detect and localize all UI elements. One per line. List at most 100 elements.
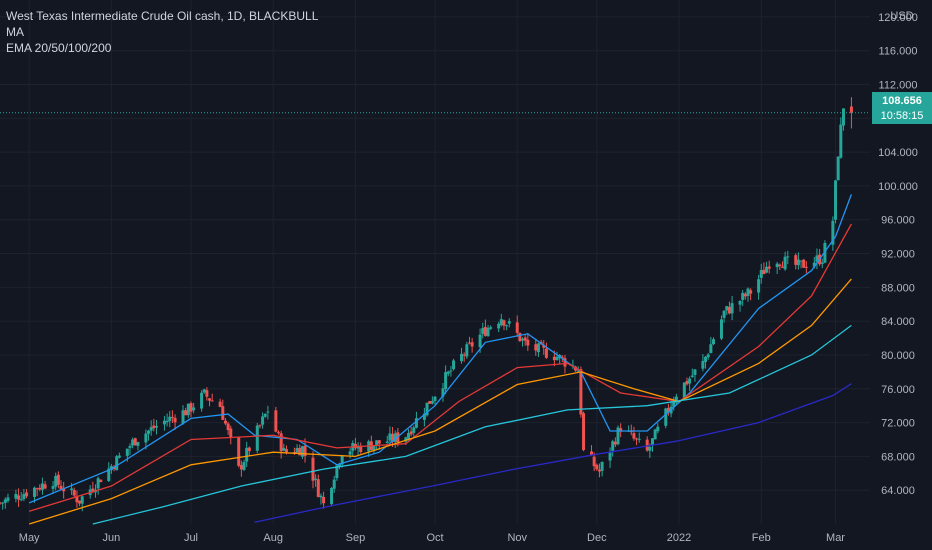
y-tick-label: 84.000 (881, 316, 915, 328)
candle-body (444, 372, 448, 390)
candle-body (128, 446, 132, 448)
candle-body (125, 448, 129, 456)
y-tick-label: 100.000 (878, 181, 918, 193)
candle-body (600, 461, 604, 471)
candle-body (722, 310, 726, 318)
candle-body (149, 427, 153, 431)
legend-title: West Texas Intermediate Crude Oil cash, … (6, 9, 319, 23)
candle-body (284, 449, 288, 453)
candle-body (632, 433, 636, 439)
candle-body (738, 300, 742, 305)
candle-body (523, 337, 527, 341)
candle-body (486, 327, 490, 336)
candle-body (133, 438, 137, 446)
candle-body (526, 339, 530, 346)
y-tick-label: 120.000 (878, 12, 918, 24)
candle-body (32, 487, 36, 497)
candle-body (0, 502, 2, 504)
candle-body (804, 266, 808, 268)
candle-body (552, 356, 556, 361)
candle-body (441, 388, 445, 397)
candle-body (483, 327, 487, 336)
candle-body (391, 433, 395, 442)
series-line-ma (254, 383, 852, 523)
candle-body (314, 478, 318, 480)
candle-body (54, 475, 58, 487)
y-tick-label: 80.000 (881, 350, 915, 362)
candle-body (635, 438, 639, 440)
candle-body (62, 488, 66, 492)
candle-body (295, 447, 299, 453)
candle-body (17, 495, 21, 500)
candle-body (645, 439, 649, 451)
candle-body (452, 360, 456, 370)
candle-body (619, 428, 623, 432)
candle-body (409, 431, 413, 435)
candle-body (144, 433, 148, 443)
candle-body (255, 425, 259, 451)
candle-body (72, 490, 76, 496)
candle-body (131, 439, 135, 446)
legend-ma[interactable]: MA (6, 25, 24, 39)
candle-body (796, 259, 800, 266)
candle-body (579, 369, 583, 415)
candle-body (375, 440, 379, 446)
candle-body (226, 423, 230, 431)
candle-body (608, 452, 612, 461)
candle-body (181, 410, 185, 424)
candle-body (499, 319, 503, 326)
candle-body (489, 327, 493, 329)
candle-body (14, 493, 18, 499)
candle-body (820, 262, 824, 264)
candle-body (91, 488, 95, 492)
candle-body (812, 262, 816, 267)
chart-legend: West Texas Intermediate Crude Oil cash, … (6, 8, 318, 56)
candle-body (709, 344, 713, 354)
candle-body (282, 447, 286, 451)
candle-body (184, 410, 188, 416)
candle-body (40, 483, 44, 490)
candle-body (168, 416, 172, 422)
candle-body (430, 400, 434, 404)
candle-body (335, 465, 339, 479)
candle-body (221, 406, 225, 420)
candle-body (536, 343, 540, 353)
candle-body (693, 369, 697, 375)
candle-body (725, 306, 729, 311)
candle-body (303, 445, 307, 456)
candle-body (719, 319, 723, 339)
candle-body (481, 328, 485, 334)
candle-body (279, 433, 283, 452)
candle-body (35, 488, 39, 490)
legend-ema[interactable]: EMA 20/50/100/200 (6, 41, 112, 55)
candle-body (544, 348, 548, 358)
candle-body (165, 420, 169, 423)
candle-body (576, 370, 580, 372)
candle-body (836, 156, 840, 181)
y-tick-label: 68.000 (881, 451, 915, 463)
candle-body (372, 445, 376, 451)
candle-body (208, 398, 212, 401)
candle-body (25, 492, 29, 497)
x-tick-label: May (19, 532, 40, 544)
candle-body (521, 338, 525, 341)
candle-body (247, 447, 251, 452)
candle-body (653, 429, 657, 440)
candle-body (613, 441, 617, 445)
candle-body (433, 396, 437, 402)
candle-body (839, 124, 843, 158)
candle-body (192, 407, 196, 411)
candle-body (258, 425, 262, 427)
series-line-ema-100 (29, 278, 852, 525)
candle-body (332, 479, 336, 489)
candle-body (743, 293, 747, 297)
candle-body (19, 499, 23, 501)
candle-body (107, 468, 111, 481)
candle-body (467, 342, 471, 344)
candle-body (780, 266, 784, 268)
candle-body (117, 455, 121, 458)
x-tick-label: Sep (346, 532, 366, 544)
candle-body (186, 403, 190, 416)
candle-body (741, 292, 745, 300)
